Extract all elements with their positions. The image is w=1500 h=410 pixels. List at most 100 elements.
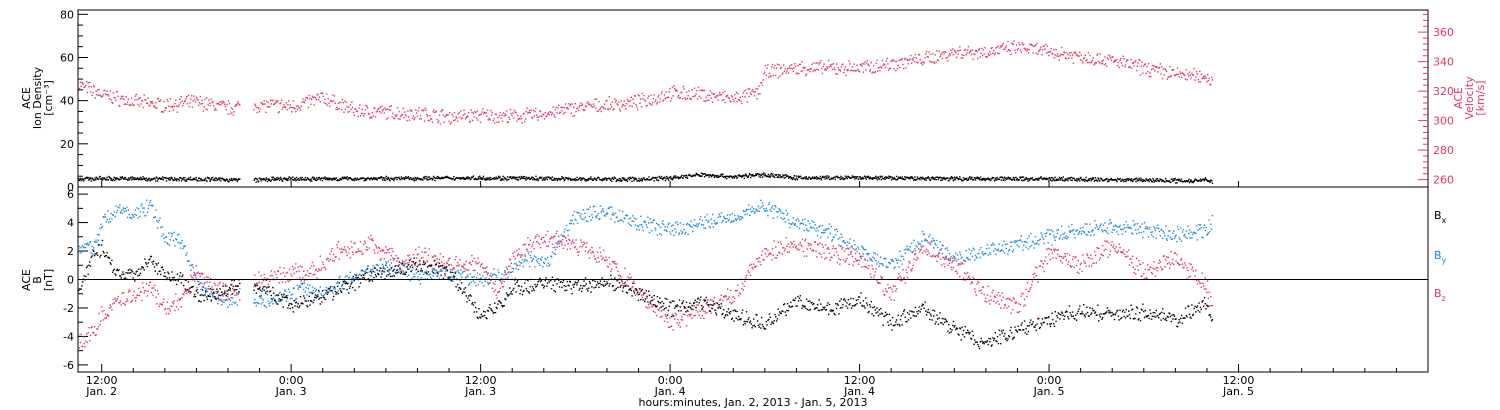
by-point <box>891 260 893 262</box>
by-point <box>409 280 411 282</box>
velocity-point <box>404 111 406 113</box>
by-point <box>81 251 83 253</box>
velocity-point <box>625 103 628 105</box>
density-point <box>638 180 641 182</box>
velocity-point <box>1123 58 1125 60</box>
density-point <box>556 179 559 182</box>
by-point <box>671 230 674 232</box>
velocity-point <box>257 107 259 109</box>
by-point <box>1118 226 1120 228</box>
velocity-point <box>1120 58 1122 60</box>
velocity-point <box>970 50 972 52</box>
density-point <box>653 180 655 182</box>
density-point <box>1132 179 1135 181</box>
bz-point <box>277 270 280 273</box>
velocity-point <box>476 110 479 112</box>
by-point <box>626 214 629 216</box>
density-point <box>323 177 326 179</box>
density-point <box>674 177 676 179</box>
bz-point <box>120 304 122 306</box>
velocity-point <box>353 114 355 117</box>
by-point <box>578 212 580 214</box>
velocity-point <box>855 70 857 72</box>
density-point <box>424 178 426 180</box>
by-point <box>1100 223 1102 225</box>
by-point <box>603 214 606 217</box>
density-point <box>495 176 497 178</box>
velocity-point <box>513 109 516 112</box>
velocity-point <box>213 105 215 107</box>
bz-point <box>228 298 231 300</box>
density-point <box>498 175 500 177</box>
by-point <box>1023 244 1025 246</box>
by-point <box>544 257 546 260</box>
density-point <box>122 177 125 180</box>
by-point <box>828 228 830 230</box>
by-point <box>1186 237 1188 239</box>
velocity-point <box>238 103 240 105</box>
by-point <box>1084 223 1086 225</box>
density-point <box>1098 178 1100 180</box>
density-point <box>106 176 108 179</box>
velocity-point <box>303 100 305 103</box>
by-point <box>513 268 515 270</box>
velocity-point <box>621 106 623 108</box>
by-point <box>1074 237 1076 239</box>
bz-point <box>126 300 129 302</box>
velocity-point <box>347 111 349 113</box>
velocity-point <box>449 123 452 125</box>
by-point <box>1029 246 1031 248</box>
density-point <box>1160 178 1162 181</box>
velocity-point <box>734 93 736 96</box>
density-point <box>400 176 403 178</box>
velocity-point <box>598 100 600 103</box>
density-point <box>214 179 216 182</box>
bz-point <box>128 289 130 291</box>
density-point <box>110 179 112 181</box>
by-point <box>892 260 895 262</box>
by-point <box>403 272 405 274</box>
velocity-point <box>285 101 287 104</box>
velocity-point <box>863 63 865 65</box>
density-point <box>853 176 855 178</box>
velocity-point <box>389 109 392 112</box>
bz-point <box>149 281 152 283</box>
density-point <box>567 178 569 181</box>
density-point <box>874 177 876 179</box>
velocity-point <box>435 110 437 113</box>
velocity-point <box>344 100 346 102</box>
velocity-point <box>888 69 890 71</box>
density-point <box>327 178 329 181</box>
density-point <box>425 175 427 178</box>
velocity-point <box>711 92 713 94</box>
by-point <box>109 221 111 223</box>
density-point <box>1092 177 1095 179</box>
density-point <box>859 176 861 178</box>
by-point <box>93 247 95 249</box>
density-point <box>724 175 726 178</box>
velocity-point <box>474 111 476 113</box>
by-point <box>614 221 616 223</box>
density-tick-label: 40 <box>60 95 74 108</box>
velocity-point <box>1050 47 1052 50</box>
velocity-point <box>394 114 396 116</box>
density-point <box>516 176 518 178</box>
by-point <box>573 210 576 213</box>
velocity-point <box>1165 70 1168 73</box>
velocity-point <box>1069 54 1071 57</box>
velocity-point <box>711 101 714 104</box>
velocity-point <box>369 117 371 119</box>
velocity-point <box>964 49 966 51</box>
by-point <box>146 211 149 214</box>
density-point <box>1175 179 1178 181</box>
bz-point <box>292 268 295 271</box>
bz-point <box>175 306 178 308</box>
density-point <box>631 180 633 182</box>
velocity-point <box>1173 74 1176 77</box>
by-point <box>354 273 356 276</box>
velocity-point <box>1111 56 1113 58</box>
velocity-point <box>335 108 337 110</box>
density-point <box>483 178 485 180</box>
density-point <box>1194 179 1196 182</box>
by-point <box>1101 231 1104 233</box>
